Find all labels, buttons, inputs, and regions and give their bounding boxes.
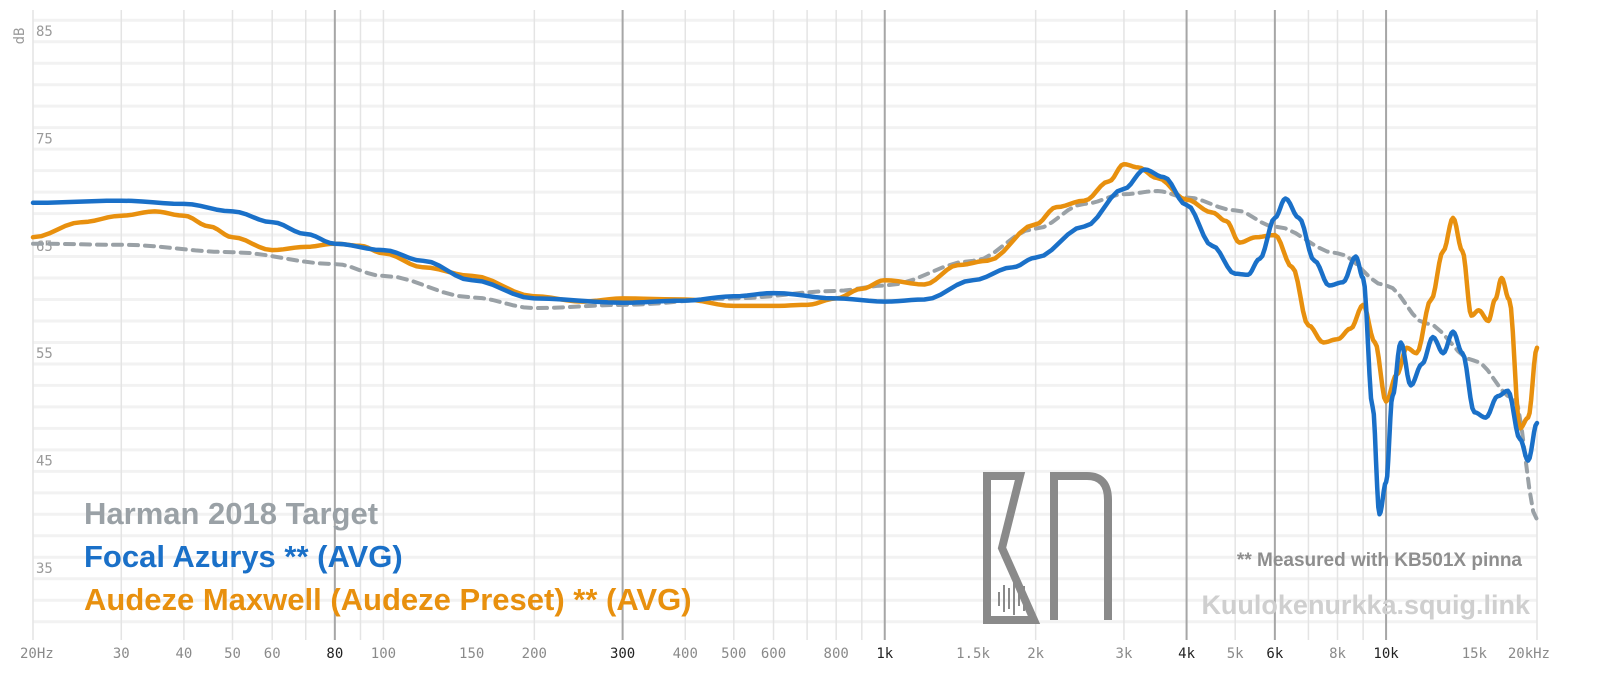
x-tick-label: 10k — [1373, 646, 1399, 662]
y-tick-label: 65 — [36, 239, 53, 255]
x-tick-label: 20Hz — [20, 646, 54, 662]
vertical-gridlines — [32, 10, 1538, 640]
y-tick-label: 35 — [36, 561, 53, 577]
y-tick-label: 75 — [36, 131, 53, 147]
logo-k-shape — [983, 472, 1041, 624]
x-tick-label: 50 — [224, 646, 241, 662]
series-line-1 — [30, 167, 1540, 517]
x-tick-label: 3k — [1116, 646, 1133, 662]
x-tick-label: 600 — [761, 646, 786, 662]
legend-item-harman-target: Harman 2018 Target — [84, 496, 378, 531]
y-tick-label: 85 — [36, 24, 53, 40]
x-axis: 20Hz 30 40 50 60 80 100 150 200 300 400 500 600 800 1k… — [20, 646, 1550, 662]
x-tick-label: 60 — [264, 646, 281, 662]
x-tick-label: 15k — [1462, 646, 1488, 662]
measurement-note: ** Measured with KB501X pinna — [1237, 550, 1523, 571]
x-tick-label: 300 — [610, 646, 635, 662]
x-tick-label: 40 — [175, 646, 192, 662]
x-tick-label: 100 — [371, 646, 396, 662]
logo-waveform — [998, 582, 1025, 615]
x-tick-label: 20kHz — [1508, 646, 1550, 662]
x-tick-label: 2k — [1027, 646, 1044, 662]
x-tick-label: 150 — [459, 646, 484, 662]
y-axis-label: dB — [12, 28, 28, 45]
kn-logo — [983, 472, 1112, 624]
x-tick-label: 6k — [1266, 646, 1283, 662]
x-tick-label: 5k — [1227, 646, 1244, 662]
legend: Harman 2018 Target Focal Azurys ** (AVG)… — [84, 496, 692, 617]
horizontal-gridlines — [33, 18, 1537, 624]
logo-n-shape — [1050, 472, 1112, 620]
legend-item-focal-azurys: Focal Azurys ** (AVG) — [84, 539, 403, 574]
x-tick-label: 30 — [113, 646, 130, 662]
x-tick-label: 8k — [1329, 646, 1346, 662]
x-tick-label: 200 — [522, 646, 547, 662]
x-tick-label: 500 — [721, 646, 746, 662]
x-tick-label: 80 — [326, 646, 343, 662]
x-tick-label: 4k — [1178, 646, 1195, 662]
series-line-0 — [31, 189, 1539, 522]
x-tick-label: 400 — [673, 646, 698, 662]
curves — [30, 161, 1540, 522]
y-tick-label: 55 — [36, 346, 53, 362]
site-watermark: Kuulokenurkka.squig.link — [1201, 590, 1531, 620]
legend-item-audeze-maxwell: Audeze Maxwell (Audeze Preset) ** (AVG) — [84, 582, 692, 617]
y-tick-label: 45 — [36, 454, 53, 470]
x-tick-label: 1.5k — [956, 646, 990, 662]
x-tick-label: 800 — [824, 646, 849, 662]
y-axis: dB 85 75 65 55 45 35 — [12, 24, 53, 577]
x-tick-label: 1k — [876, 646, 893, 662]
